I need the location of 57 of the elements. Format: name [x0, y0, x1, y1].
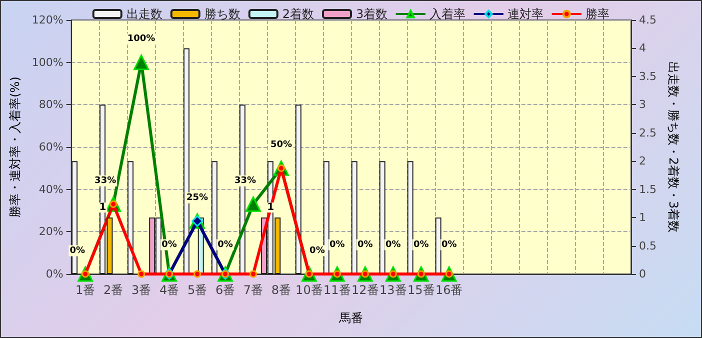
- x-tick-label: 5番: [187, 283, 208, 297]
- data-label: 0%: [386, 240, 401, 250]
- y2-tick-label: 3.5: [639, 70, 656, 83]
- data-label: 0%: [358, 240, 373, 250]
- x-tick-label: 3番: [131, 283, 152, 297]
- data-label: 1: [99, 202, 106, 214]
- data-label: 0%: [330, 240, 345, 250]
- data-label: 1: [267, 202, 274, 214]
- y2-tick-label: 4.5: [639, 14, 656, 26]
- y2-tick-label: 1: [639, 211, 646, 224]
- x-tick-label: 4番: [159, 283, 180, 297]
- data-label: 0%: [218, 240, 233, 250]
- x-tick-label: 1番: [76, 283, 96, 297]
- y-tick-label: 40%: [38, 182, 64, 196]
- data-label: 0%: [70, 246, 85, 256]
- y2-tick-label: 2.5: [639, 126, 656, 140]
- y-axis-title: 勝率・連対率・入着率(%): [8, 76, 22, 218]
- x-tick-label: 16番: [435, 283, 463, 297]
- legend-label: 勝率: [586, 7, 610, 21]
- y2-tick-label: 2: [639, 154, 646, 168]
- data-label: 50%: [270, 140, 292, 150]
- x-tick-label: 8番: [271, 283, 292, 297]
- data-label: 33%: [94, 176, 116, 186]
- x-tick-label: 2番: [104, 283, 124, 297]
- legend-label: 入着率: [430, 7, 466, 21]
- y2-axis-title: 出走数・勝ち数・2着数・3着数: [666, 61, 680, 233]
- legend-label: 連対率: [508, 7, 544, 21]
- y-tick-label: 120%: [32, 14, 64, 26]
- legend-label: 出走数: [126, 7, 162, 21]
- y-tick-label: 0%: [46, 268, 64, 280]
- y2-tick-label: 3: [639, 98, 646, 112]
- legend-label: 3着数: [356, 7, 388, 21]
- legend-label: 2着数: [282, 7, 314, 21]
- data-label: 33%: [234, 176, 256, 186]
- y2-tick-label: 1.5: [639, 182, 656, 196]
- y2-tick-label: 0: [639, 268, 646, 280]
- y-tick-label: 80%: [38, 98, 64, 112]
- x-tick-label: 6番: [215, 283, 236, 297]
- y-tick-label: 60%: [38, 140, 64, 154]
- y-tick-label: 100%: [32, 56, 64, 69]
- x-tick-label: 11番: [324, 283, 351, 297]
- y2-tick-label: 0.5: [639, 239, 656, 252]
- x-tick-label: 10番: [296, 283, 323, 297]
- y-tick-label: 20%: [38, 225, 64, 238]
- data-label: 0%: [413, 240, 429, 250]
- data-label: 0%: [162, 240, 177, 250]
- data-label: 100%: [127, 34, 156, 44]
- x-tick-label: 12番: [352, 283, 379, 297]
- y2-tick-label: 4: [639, 42, 646, 55]
- data-label: 25%: [186, 192, 208, 203]
- x-tick-label: 13番: [380, 283, 407, 297]
- x-axis-title: 馬番: [338, 311, 364, 325]
- data-label: 0%: [310, 246, 325, 256]
- legend-label: 勝ち数: [204, 7, 240, 21]
- data-label: 0%: [441, 240, 457, 250]
- x-tick-label: 15番: [407, 283, 435, 297]
- x-tick-label: 7番: [243, 283, 264, 297]
